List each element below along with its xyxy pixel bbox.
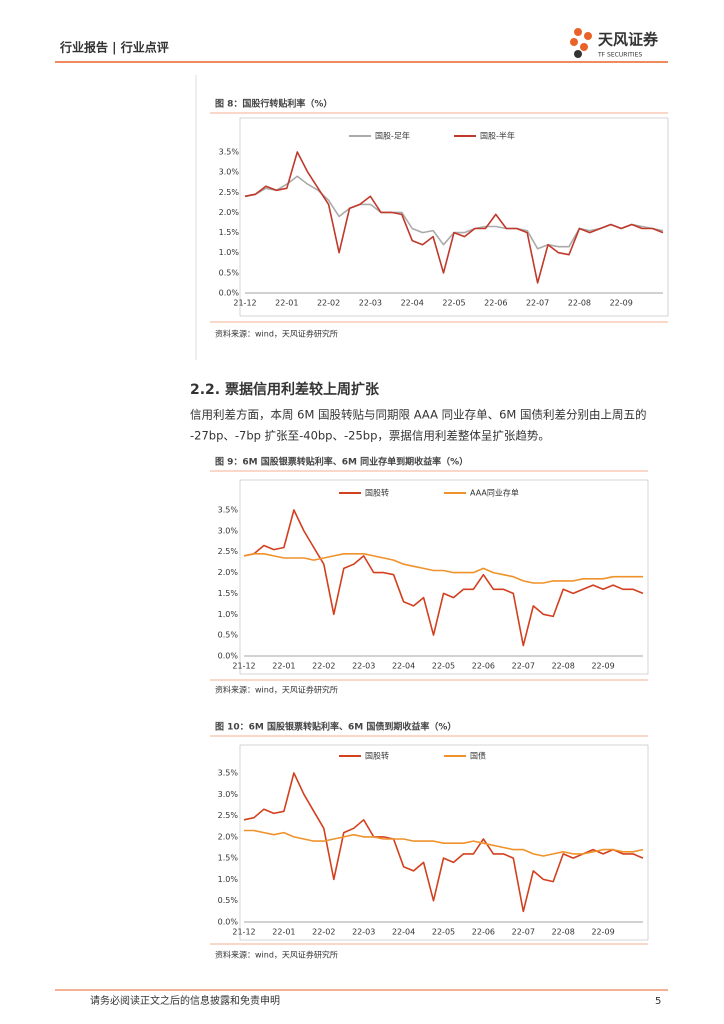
- x-tick-label: 22-06: [484, 299, 507, 308]
- series-line: [243, 509, 644, 647]
- x-tick-label: 22-03: [359, 299, 382, 308]
- x-tick-label: 22-04: [392, 662, 415, 671]
- logo: 天风证券 TF SECURITIES: [570, 28, 659, 59]
- breadcrumb: 行业报告 | 行业点评: [59, 40, 169, 55]
- x-tick-label: 22-06: [472, 662, 495, 671]
- y-tick-label: 3.5%: [219, 148, 240, 157]
- section-heading: 2.2. 票据信用利差较上周扩张: [190, 381, 380, 398]
- x-tick-label: 22-09: [591, 662, 614, 671]
- x-tick-label: 21-12: [232, 662, 255, 671]
- x-tick-label: 22-07: [512, 662, 535, 671]
- paragraph-line: 信用利差方面，本周 6M 国股转贴与同期限 AAA 同业存单、6M 国债利差分别…: [190, 408, 647, 422]
- x-tick-label: 22-02: [312, 928, 335, 937]
- y-tick-label: 3.0%: [218, 526, 239, 535]
- source-note: 资料来源：wind，天风证券研究所: [215, 950, 338, 960]
- y-tick-label: 1.0%: [218, 875, 239, 884]
- series-line: [243, 552, 643, 584]
- x-tick-label: 22-08: [552, 928, 575, 937]
- chart-frame: [239, 117, 669, 317]
- x-tick-label: 22-05: [442, 299, 465, 308]
- y-tick-label: 0.5%: [219, 268, 240, 277]
- x-tick-label: 22-03: [352, 928, 375, 937]
- logo-sub: TF SECURITIES: [597, 52, 642, 59]
- y-tick-label: 2.0%: [219, 208, 240, 217]
- y-tick-label: 3.0%: [219, 168, 240, 177]
- y-tick-label: 0.5%: [218, 631, 239, 640]
- x-tick-label: 22-09: [591, 928, 614, 937]
- legend-label: AAA同业存单: [470, 488, 519, 498]
- legend-label: 国股转: [365, 751, 389, 761]
- paragraph-line: -27bp、-7bp 扩张至-40bp、-25bp，票据信用利差整体呈扩张趋势。: [190, 429, 550, 443]
- x-tick-label: 22-09: [610, 299, 633, 308]
- source-note: 资料来源：wind，天风证券研究所: [215, 685, 338, 695]
- x-tick-label: 22-02: [312, 662, 335, 671]
- y-tick-label: 0.0%: [218, 918, 239, 927]
- chart-title: 图 10：6M 国股银票转贴利率、6M 国债到期收益率（%）: [215, 721, 456, 733]
- chart-frame: [239, 479, 649, 675]
- disclaimer: 请务必阅读正文之后的信息披露和免责申明: [90, 994, 280, 1007]
- logo-name: 天风证券: [598, 31, 659, 49]
- y-tick-label: 3.0%: [218, 790, 239, 799]
- series-line: [244, 829, 644, 857]
- legend-label: 国股转: [365, 488, 389, 498]
- y-tick-label: 2.5%: [219, 188, 240, 197]
- y-tick-label: 0.5%: [218, 896, 239, 905]
- x-tick-label: 22-04: [401, 299, 424, 308]
- x-tick-label: 22-01: [275, 299, 298, 308]
- x-tick-label: 21-12: [233, 299, 256, 308]
- x-tick-label: 22-04: [392, 928, 415, 937]
- page-number: 5: [655, 996, 661, 1007]
- y-tick-label: 2.0%: [218, 568, 239, 577]
- x-tick-label: 22-08: [568, 299, 591, 308]
- y-tick-label: 0.0%: [219, 289, 240, 298]
- source-note: 资料来源：wind，天风证券研究所: [215, 329, 338, 339]
- x-tick-label: 22-05: [432, 662, 455, 671]
- y-tick-label: 1.5%: [219, 228, 240, 237]
- y-tick-label: 1.0%: [219, 248, 240, 257]
- y-tick-label: 2.0%: [218, 832, 239, 841]
- x-tick-label: 22-01: [272, 662, 295, 671]
- x-tick-label: 22-01: [272, 928, 295, 937]
- chart-title: 图 8：国股行转贴利率（%）: [215, 98, 332, 110]
- y-tick-label: 1.5%: [218, 854, 239, 863]
- chart-frame: [239, 744, 649, 941]
- legend-label: 国股-半年: [480, 131, 515, 141]
- series-line: [244, 151, 664, 284]
- legend-label: 国债: [470, 751, 486, 761]
- x-tick-label: 22-03: [352, 662, 375, 671]
- x-tick-label: 22-05: [432, 928, 455, 937]
- y-tick-label: 0.0%: [218, 652, 239, 661]
- y-tick-label: 3.5%: [218, 506, 239, 515]
- y-tick-label: 1.0%: [218, 610, 239, 619]
- y-tick-label: 2.5%: [218, 811, 239, 820]
- y-tick-label: 1.5%: [218, 589, 239, 598]
- series-line: [244, 175, 664, 250]
- x-tick-label: 22-02: [317, 299, 340, 308]
- x-tick-label: 22-07: [512, 928, 535, 937]
- x-tick-label: 21-12: [232, 928, 255, 937]
- chart-title: 图 9：6M 国股银票转贴利率、6M 同业存单到期收益率（%）: [215, 456, 468, 468]
- y-tick-label: 2.5%: [218, 547, 239, 556]
- x-tick-label: 22-06: [472, 928, 495, 937]
- x-tick-label: 22-07: [526, 299, 549, 308]
- y-tick-label: 3.5%: [218, 769, 239, 778]
- x-tick-label: 22-08: [552, 662, 575, 671]
- legend-label: 国股-足年: [375, 131, 410, 141]
- series-line: [243, 772, 644, 913]
